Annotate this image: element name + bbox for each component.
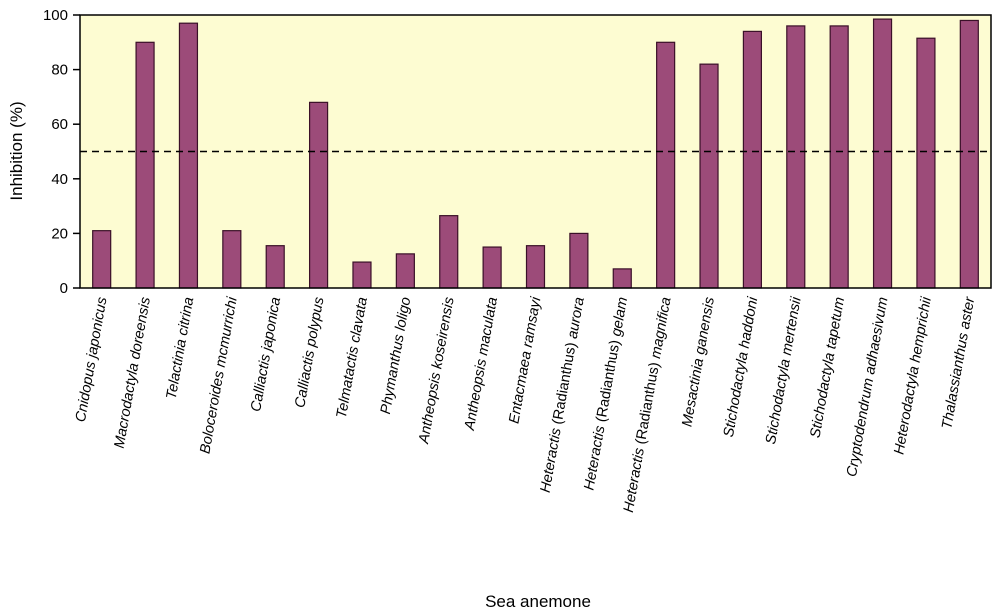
y-tick-label-20: 20 [51,225,68,242]
y-axis: 0 20 40 60 80 100 [43,7,80,297]
y-tick-label-40: 40 [51,171,68,188]
bar-10 [482,246,502,289]
bar-12 [569,232,589,289]
x-tick-label-1: Cnidopus japonicus [73,296,111,423]
bar-19 [872,18,893,289]
bar-21 [959,19,979,289]
x-tick-label-17: Stichodactyla mertensii [763,295,805,445]
bar-15 [699,63,719,289]
x-tick-label-8: Phymanthus loligo [378,296,414,415]
bar-16 [742,30,763,289]
bar-1 [92,230,112,289]
x-tick-label-16: Stichodactyla haddoni [721,295,762,438]
x-tick-label-12: Heteractis (Radianthus) aurora [538,296,588,494]
x-tick-label-2: Macrodactyla doreensis [112,296,154,450]
bar-8 [395,253,415,289]
bar-3 [178,22,199,289]
bar-17 [786,25,806,289]
x-tick-label-4: Boloceroides mcmurrichi [197,295,240,455]
x-axis-title: Sea anemone [485,592,591,611]
y-axis-title: Inhibition (%) [7,101,26,200]
bar-18 [829,25,849,289]
x-tick-label-14: Heteractis (Radianthus) magnifica [621,296,675,514]
bar-11 [525,245,546,289]
y-tick-label-100: 100 [43,7,68,24]
y-tick-label-0: 0 [60,280,68,297]
x-tick-label-11: Entacmaea ramsayi [506,295,544,425]
x-tick-label-6: Calliactis polypus [292,296,327,409]
x-tick-label-13: Heteractis (Radianthus) gelam [581,296,631,492]
x-tick-label-3: Telactinia citrina [164,296,198,401]
x-tick-label-18: Stichodactyla tapetum [808,296,849,439]
bar-14 [656,41,676,289]
x-tick-label-5: Calliactis japonica [248,296,284,413]
bar-13 [612,268,632,289]
x-tick-label-20: Heterodactyla hemprichii [891,295,935,456]
x-tick-label-21: Thalassianthus aster [939,295,978,431]
x-tick-label-19: Cryptodendrum adhaesivum [844,296,891,478]
bar-9 [439,215,459,289]
bars [92,18,979,289]
bar-5 [265,245,285,289]
x-tick-label-10: Antheopsis maculata [462,296,501,432]
bar-20 [916,37,936,289]
x-tick-label-7: Telmatactis clavata [334,296,371,420]
y-tick-label-80: 80 [51,62,68,79]
bar-2 [135,41,155,289]
bar-4 [222,230,242,289]
y-tick-label-60: 60 [51,116,68,133]
x-tick-label-15: Mesactinia ganensis [679,296,718,428]
x-tick-label-9: Antheopsis koseirensis [416,296,458,446]
plot-frame [79,14,992,289]
bar-6 [308,101,329,289]
bar-7 [352,261,372,289]
x-axis-labels: Cnidopus japonicus Macrodactyla doreensis… [73,295,979,514]
